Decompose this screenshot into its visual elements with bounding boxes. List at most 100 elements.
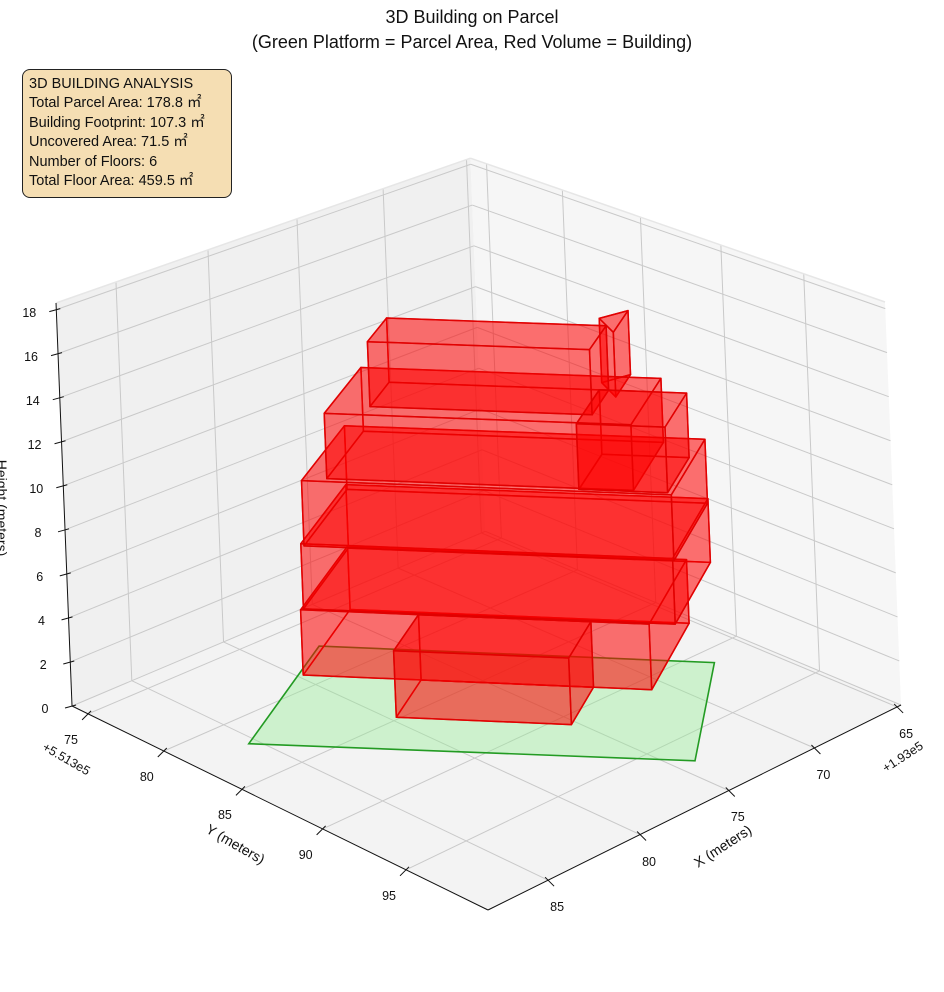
analysis-info-box: 3D BUILDING ANALYSIS Total Parcel Area: … <box>22 69 232 199</box>
wall-gridline-z <box>56 163 471 311</box>
wall-gridline-z <box>476 326 893 486</box>
wall-gridline-z <box>480 408 896 574</box>
x-tick-label: 85 <box>550 900 565 915</box>
parcel-platform <box>247 645 716 762</box>
right-back-pane <box>470 158 901 706</box>
wall-gridline-z <box>68 449 483 619</box>
z-tick-label: 18 <box>22 305 37 320</box>
wall-gridline-z <box>478 367 895 530</box>
info-line: Building Footprint: 107.3 ㎡ <box>29 114 205 131</box>
info-line: Uncovered Area: 71.5 ㎡ <box>29 134 188 151</box>
x-axis-line <box>487 704 902 911</box>
z-axis-line <box>55 302 73 707</box>
floor-gridline-x <box>131 680 549 881</box>
wall-gridline-y <box>561 190 578 570</box>
z-tick-label: 10 <box>29 481 44 496</box>
x-tick-label: 75 <box>730 810 745 825</box>
z-tick-label: 0 <box>41 702 49 716</box>
z-tick-mark <box>57 528 70 533</box>
wall-gridline-z <box>483 490 900 662</box>
pane-edge <box>470 157 886 303</box>
wall-gridline-z <box>485 530 902 706</box>
floor-gridline-y <box>322 635 737 830</box>
wall-gridline-y <box>486 163 502 539</box>
wall-gridline-z <box>473 245 889 398</box>
y-tick-label: 80 <box>139 770 154 784</box>
x-tick-mark <box>636 831 647 841</box>
wall-gridline-y <box>720 245 737 637</box>
wall-gridline-z <box>61 286 476 443</box>
z-tick-label: 8 <box>34 525 42 540</box>
wall-gridline-z <box>63 326 478 487</box>
building-face-side <box>575 423 669 494</box>
z-axis-label: Height (meters) <box>0 459 11 557</box>
building-face-side <box>300 542 676 625</box>
wall-gridline-z <box>470 163 886 310</box>
wall-gridline-y <box>803 273 821 671</box>
z-tick-mark <box>59 572 71 577</box>
wall-gridline-z <box>59 245 475 399</box>
z-tick-mark <box>52 396 64 401</box>
gridlines <box>55 157 902 881</box>
chart-subtitle: (Green Platform = Parcel Area, Red Volum… <box>251 32 693 52</box>
building-face-side <box>366 340 593 416</box>
left-back-pane <box>56 158 486 707</box>
z-tick-label: 12 <box>27 437 42 452</box>
floor-gridline-x <box>223 641 641 835</box>
building-face-side <box>392 650 573 726</box>
wall-gridline-z <box>57 204 473 355</box>
z-tick-label: 4 <box>38 613 45 628</box>
y-tick-mark <box>81 710 92 721</box>
z-tick-mark <box>56 484 68 489</box>
x-tick-label: 70 <box>816 767 831 782</box>
y-tick-label: 85 <box>217 808 232 823</box>
wall-gridline-z <box>64 367 479 531</box>
x-tick-label: 65 <box>899 726 914 741</box>
info-title: 3D BUILDING ANALYSIS <box>29 76 194 92</box>
z-tick-mark <box>63 660 75 665</box>
z-tick-mark <box>61 616 73 621</box>
wall-gridline-x <box>207 249 225 642</box>
x-tick-mark <box>893 703 904 714</box>
y-tick-mark <box>235 785 246 796</box>
z-tick-mark <box>49 308 61 313</box>
info-line: Number of Floors: 6 <box>29 153 158 170</box>
pane-edge <box>55 157 471 304</box>
x-tick-mark <box>811 744 821 755</box>
building-face-side <box>300 479 675 562</box>
floor-gridline-y <box>87 537 502 715</box>
building-face-side <box>299 609 653 691</box>
y-tick-label: 75 <box>64 732 79 747</box>
wall-gridline-z <box>71 530 486 707</box>
x-tick-mark <box>544 876 555 887</box>
wall-gridline-y <box>639 217 657 603</box>
wall-gridline-z <box>70 490 484 663</box>
y-tick-mark <box>157 747 168 758</box>
z-tick-mark <box>64 704 77 709</box>
z-tick-mark <box>54 440 66 445</box>
y-tick-label: 90 <box>298 847 313 862</box>
z-tick-label: 14 <box>25 393 40 408</box>
floor-gridline-y <box>241 602 656 790</box>
info-line: Total Parcel Area: 178.8 ㎡ <box>29 95 202 112</box>
axis-lines <box>49 302 904 911</box>
info-line: Total Floor Area: 459.5 ㎡ <box>29 173 194 190</box>
wall-gridline-z <box>66 408 481 575</box>
z-tick-mark <box>50 352 63 357</box>
z-tick-label: 6 <box>36 569 44 584</box>
wall-gridline-z <box>475 286 891 442</box>
z-tick-label: 16 <box>24 349 38 364</box>
axes-panes <box>56 158 901 910</box>
x-tick-label: 80 <box>642 854 656 869</box>
chart-title: 3D Building on Parcel <box>385 7 559 27</box>
building-face-side <box>323 412 635 492</box>
wall-gridline-x <box>296 218 313 605</box>
wall-gridline-x <box>382 188 399 569</box>
plot-marks <box>247 309 716 762</box>
wall-gridline-x <box>466 159 482 533</box>
wall-gridline-x <box>115 282 133 681</box>
wall-gridline-z <box>472 204 888 354</box>
floor-gridline-y <box>163 569 578 752</box>
x-tick-mark <box>725 787 736 797</box>
